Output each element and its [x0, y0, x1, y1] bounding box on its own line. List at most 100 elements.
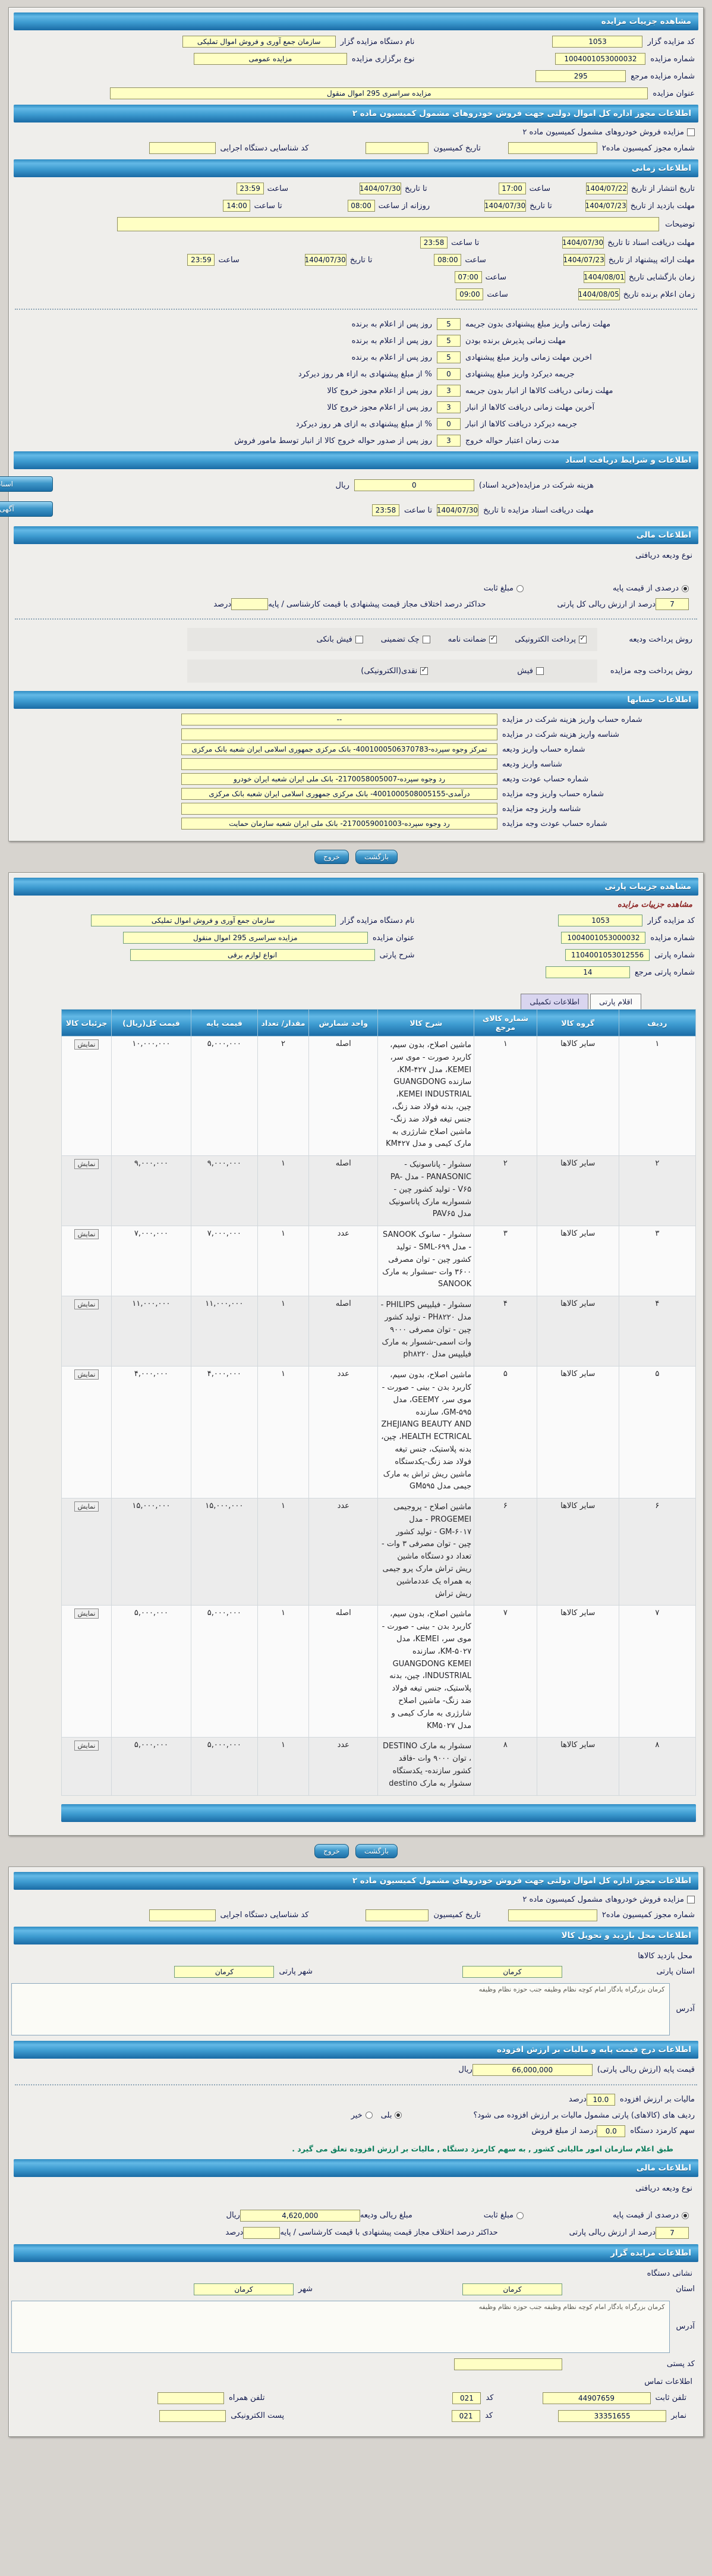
- rule-value-field[interactable]: 3: [437, 385, 461, 397]
- account-field[interactable]: [181, 758, 497, 770]
- docs-deadline-time-field[interactable]: 23:58: [420, 237, 448, 249]
- rule-value-field[interactable]: 5: [437, 335, 461, 347]
- rule-value-field[interactable]: 3: [437, 435, 461, 447]
- phone-field[interactable]: 44907659: [542, 2392, 651, 2404]
- publish-to-time-field[interactable]: 23:59: [236, 183, 264, 194]
- offer-from-time-field[interactable]: 08:00: [434, 254, 462, 266]
- party-number-field[interactable]: 1104001053012556: [565, 949, 650, 961]
- vat-yes-radio[interactable]: [395, 2112, 402, 2119]
- winner-date-field[interactable]: 1404/08/05: [578, 288, 620, 300]
- opening-time-field[interactable]: 07:00: [454, 271, 482, 283]
- show-item-details-button[interactable]: نمایش: [74, 1741, 99, 1751]
- mobile-field[interactable]: [157, 2392, 224, 2404]
- party-desc-field[interactable]: انواع لوازم برقی: [130, 949, 375, 961]
- phone-code-field[interactable]: 021: [452, 2392, 481, 2404]
- account-field[interactable]: --: [181, 714, 497, 725]
- permit-execid-field[interactable]: [149, 142, 216, 154]
- account-field[interactable]: تمرکز وجوه سپرده-4001000506370783- بانک …: [181, 743, 497, 755]
- docs-deadline-date-field[interactable]: 1404/07/30: [562, 237, 604, 249]
- visit-from-date-field[interactable]: 1404/07/23: [585, 200, 627, 212]
- show-item-details-button[interactable]: نمایش: [74, 1039, 99, 1050]
- offer-to-time-field[interactable]: 23:59: [187, 254, 215, 266]
- permit-checkbox[interactable]: [687, 128, 695, 136]
- show-item-details-button[interactable]: نمایش: [74, 1501, 99, 1512]
- party-address-field[interactable]: کرمان بزرگراه یادگار امام کوچه نظام وظیف…: [11, 1983, 670, 2035]
- deposit-percent-field[interactable]: 7: [656, 598, 689, 610]
- party-city-field[interactable]: کرمان: [174, 1965, 275, 1978]
- account-field[interactable]: رد وجوه سپرده-2170058005007- بانک ملی ای…: [181, 773, 497, 785]
- seller-province-field[interactable]: کرمان: [462, 2283, 562, 2295]
- seller-city-field[interactable]: کرمان: [193, 2283, 294, 2295]
- rule-value-field[interactable]: 0: [437, 418, 461, 430]
- permit2-date-field[interactable]: [366, 1909, 429, 1921]
- back-button[interactable]: بازگشت: [355, 1843, 398, 1858]
- base-price-field[interactable]: 66,000,000: [472, 2063, 593, 2076]
- fax-field[interactable]: 33351655: [558, 2409, 667, 2422]
- party-auction-name-field[interactable]: مزایده سراسری 295 اموال منقول: [122, 932, 368, 944]
- auction-details-link[interactable]: مشاهده جزییات مزایده: [617, 900, 692, 909]
- back-button[interactable]: بازگشت: [355, 850, 398, 864]
- show-item-details-button[interactable]: نمایش: [74, 1369, 99, 1380]
- auction-ref-field[interactable]: 295: [535, 70, 626, 82]
- docs-receive-deadline-time-field[interactable]: 23:58: [371, 504, 399, 516]
- party-auction-code-field[interactable]: 1053: [558, 915, 643, 926]
- offer-to-date-field[interactable]: 1404/07/30: [304, 254, 346, 266]
- auction-org-field[interactable]: سازمان جمع آوری و فروش اموال تملیکی: [182, 36, 336, 48]
- exit-button[interactable]: خروج: [314, 1843, 349, 1858]
- payment-option-checkbox[interactable]: [579, 634, 587, 643]
- show-item-details-button[interactable]: نمایش: [74, 1159, 99, 1170]
- vat-field[interactable]: 10.0: [586, 2093, 615, 2106]
- tab-party-items[interactable]: اقلام پارتی: [590, 994, 641, 1009]
- deposit-amount-field[interactable]: 4,620,000: [240, 2209, 360, 2222]
- permit-number-field[interactable]: [508, 142, 597, 154]
- auction-number-field[interactable]: 1004001053000032: [555, 53, 646, 65]
- auction-code-field[interactable]: 1053: [552, 36, 643, 48]
- docs-receive-deadline-date-field[interactable]: 1404/07/30: [437, 504, 479, 516]
- commission-field[interactable]: 0.0: [597, 2125, 626, 2137]
- max-diff-field-2[interactable]: [243, 2226, 281, 2239]
- publish-from-date-field[interactable]: 1404/07/22: [585, 183, 628, 194]
- rule-value-field[interactable]: 5: [437, 351, 461, 363]
- fixed-amount-radio-2[interactable]: [516, 2211, 524, 2219]
- seller-address-field[interactable]: کرمان بزرگراه یادگار امام کوچه نظام وظیف…: [11, 2300, 670, 2353]
- description-field[interactable]: [117, 217, 660, 231]
- party-org-field[interactable]: سازمان جمع آوری و فروش اموال تملیکی: [90, 915, 336, 926]
- tab-extra-info[interactable]: اطلاعات تکمیلی: [521, 994, 589, 1009]
- offer-from-date-field[interactable]: 1404/07/23: [563, 254, 605, 266]
- daily-from-time-field[interactable]: 08:00: [347, 200, 375, 212]
- account-field[interactable]: [181, 803, 497, 815]
- show-item-details-button[interactable]: نمایش: [74, 1299, 99, 1310]
- fax-code-field[interactable]: 021: [452, 2409, 481, 2422]
- email-field[interactable]: [159, 2409, 226, 2422]
- payment-option-checkbox[interactable]: [420, 665, 429, 675]
- rule-value-field[interactable]: 3: [437, 401, 461, 413]
- party-province-field[interactable]: کرمان: [462, 1965, 562, 1978]
- percent-of-base-radio-2[interactable]: [682, 2211, 689, 2219]
- opening-date-field[interactable]: 1404/08/01: [584, 271, 626, 283]
- payment-option-checkbox[interactable]: [355, 636, 363, 643]
- fixed-amount-radio[interactable]: [516, 585, 524, 592]
- exit-button[interactable]: خروج: [314, 850, 349, 864]
- show-item-details-button[interactable]: نمایش: [74, 1229, 99, 1240]
- publish-from-time-field[interactable]: 17:00: [498, 183, 526, 194]
- newspaper-ad-button[interactable]: آگهی روزنامه(۱): [0, 501, 53, 517]
- rule-value-field[interactable]: 0: [437, 368, 461, 380]
- auction-documents-button[interactable]: اسناد مزایده(۵): [0, 476, 53, 492]
- vat-no-radio[interactable]: [365, 2112, 373, 2119]
- max-diff-field[interactable]: [231, 598, 269, 610]
- payment-option-checkbox[interactable]: [489, 634, 497, 643]
- auction-type-field[interactable]: مزایده عمومی: [193, 53, 347, 65]
- winner-time-field[interactable]: 09:00: [456, 288, 484, 300]
- postal-code-field[interactable]: [454, 2358, 562, 2370]
- payment-option-checkbox[interactable]: [536, 667, 544, 675]
- account-field[interactable]: [181, 728, 497, 740]
- rule-value-field[interactable]: 5: [437, 318, 461, 330]
- auction-name-field[interactable]: مزایده سراسری 295 اموال منقول: [110, 87, 648, 99]
- show-item-details-button[interactable]: نمایش: [74, 1609, 99, 1619]
- participation-fee-field[interactable]: 0: [354, 479, 474, 491]
- account-field[interactable]: درآمدی-4001000508005155- بانک مرکزی جمهو…: [181, 788, 497, 800]
- visit-to-date-field[interactable]: 1404/07/30: [484, 200, 527, 212]
- permit2-checkbox[interactable]: [687, 1895, 695, 1903]
- percent-of-base-radio[interactable]: [682, 585, 689, 592]
- publish-to-date-field[interactable]: 1404/07/30: [360, 183, 402, 194]
